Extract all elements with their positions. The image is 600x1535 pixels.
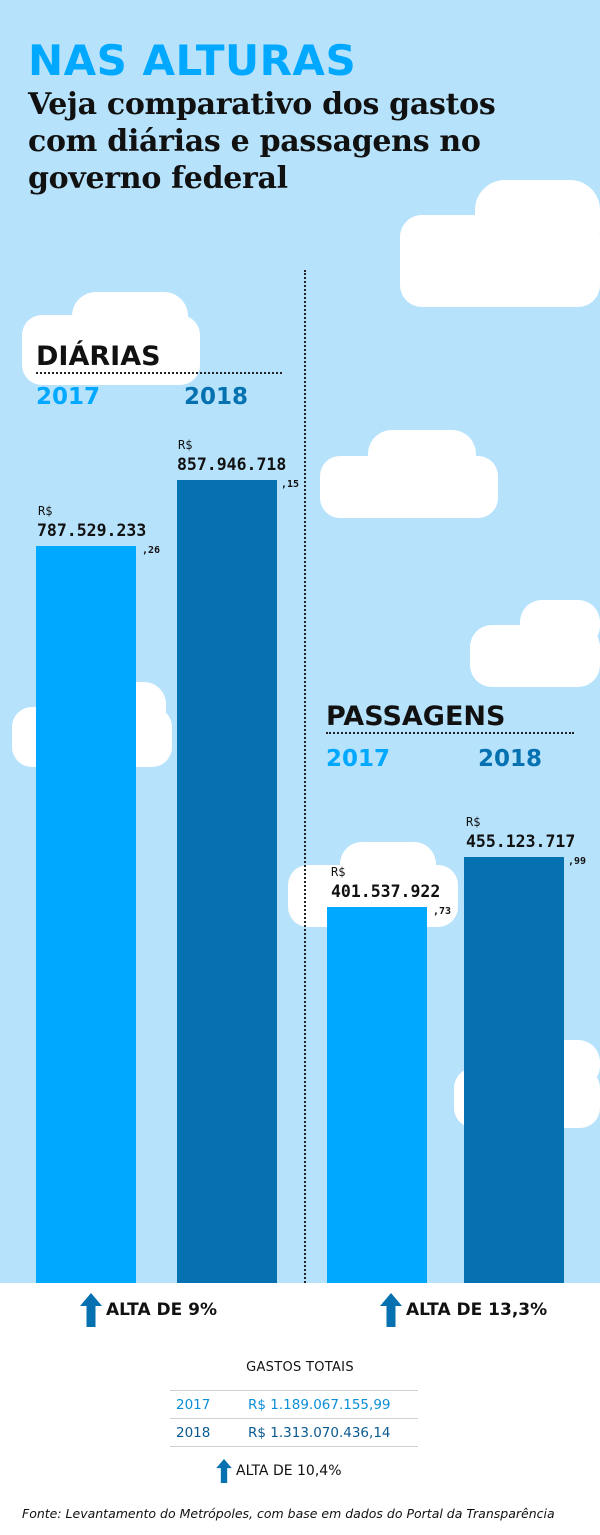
year-label-2017: 2017	[36, 384, 101, 410]
change-label: ALTA DE 13,3%	[406, 1300, 548, 1320]
bar-diarias-2017	[36, 546, 136, 1283]
change-label: ALTA DE 9%	[106, 1300, 218, 1320]
cents-label: ,26	[142, 545, 161, 556]
sky-background: NAS ALTURAS Veja comparativo dos gastos …	[0, 0, 600, 1283]
cents-label: ,99	[568, 856, 587, 867]
value-label-passagens-2018: 455.123.717	[466, 832, 576, 851]
cloud	[340, 842, 436, 888]
source-note: Fonte: Levantamento do Metrópoles, com b…	[22, 1506, 555, 1521]
section-divider	[304, 270, 306, 1283]
currency-label: R$	[38, 504, 53, 518]
arrow-up-icon	[216, 1459, 232, 1483]
arrow-up-icon	[80, 1293, 102, 1327]
totals-table: 2017 R$ 1.189.067.155,99 2018 R$ 1.313.0…	[170, 1390, 418, 1447]
totals-title: GASTOS TOTAIS	[246, 1360, 354, 1375]
cloud	[368, 430, 476, 480]
cloud	[72, 292, 188, 342]
bar-passagens-2017	[327, 907, 427, 1283]
section-title-passagens: PASSAGENS	[326, 701, 506, 732]
bar-diarias-2018	[177, 480, 277, 1283]
change-total: ALTA DE 10,4%	[216, 1459, 342, 1483]
totals-value: R$ 1.313.070.436,14	[242, 1418, 418, 1447]
table-row: 2018 R$ 1.313.070.436,14	[170, 1418, 418, 1447]
year-label-2018: 2018	[184, 384, 249, 410]
totals-year: 2017	[170, 1390, 242, 1419]
value-label-passagens-2017: 401.537.922	[331, 882, 441, 901]
section-rule	[326, 732, 574, 734]
cloud	[520, 600, 600, 648]
year-label-2018: 2018	[478, 746, 543, 772]
change-label: ALTA DE 10,4%	[236, 1463, 342, 1479]
subtitle: Veja comparativo dos gastos com diárias …	[28, 87, 496, 196]
arrow-up-icon	[380, 1293, 402, 1327]
totals-year: 2018	[170, 1418, 242, 1447]
totals-value: R$ 1.189.067.155,99	[242, 1390, 418, 1419]
section-title-diarias: DIÁRIAS	[36, 341, 161, 372]
table-row: 2017 R$ 1.189.067.155,99	[170, 1390, 418, 1419]
cloud	[475, 180, 600, 260]
section-rule	[36, 372, 282, 374]
currency-label: R$	[178, 438, 193, 452]
cents-label: ,15	[281, 479, 300, 490]
value-label-diarias-2017: 787.529.233	[37, 521, 147, 540]
value-label-diarias-2018: 857.946.718	[177, 455, 287, 474]
cents-label: ,73	[433, 906, 452, 917]
bar-passagens-2018	[464, 857, 564, 1283]
currency-label: R$	[466, 815, 481, 829]
change-diarias: ALTA DE 9%	[80, 1293, 217, 1327]
year-label-2017: 2017	[326, 746, 391, 772]
currency-label: R$	[331, 865, 346, 879]
headline: NAS ALTURAS	[28, 36, 357, 85]
change-passagens: ALTA DE 13,3%	[380, 1293, 547, 1327]
